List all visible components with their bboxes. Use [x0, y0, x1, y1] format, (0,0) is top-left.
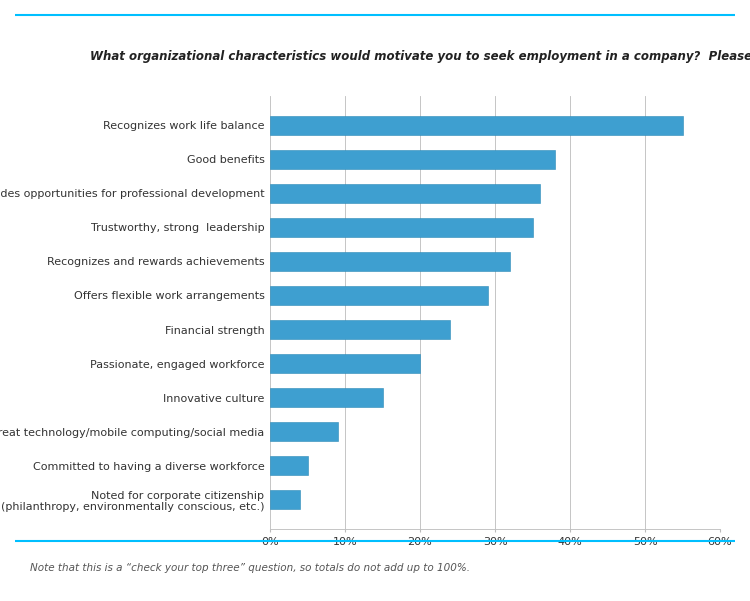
- Bar: [270, 286, 488, 305]
- Bar: [270, 490, 300, 509]
- Bar: [270, 354, 420, 373]
- Bar: [270, 150, 555, 169]
- Bar: [270, 252, 510, 271]
- Bar: [270, 320, 450, 339]
- Bar: [270, 218, 532, 237]
- Bar: [270, 423, 338, 441]
- Bar: [270, 184, 540, 203]
- Bar: [270, 388, 382, 407]
- Text: What organizational characteristics would motivate you to seek employment in a c: What organizational characteristics woul…: [90, 50, 750, 63]
- Bar: [270, 116, 682, 135]
- Bar: [270, 456, 308, 475]
- Text: Note that this is a “check your top three” question, so totals do not add up to : Note that this is a “check your top thre…: [30, 563, 470, 573]
